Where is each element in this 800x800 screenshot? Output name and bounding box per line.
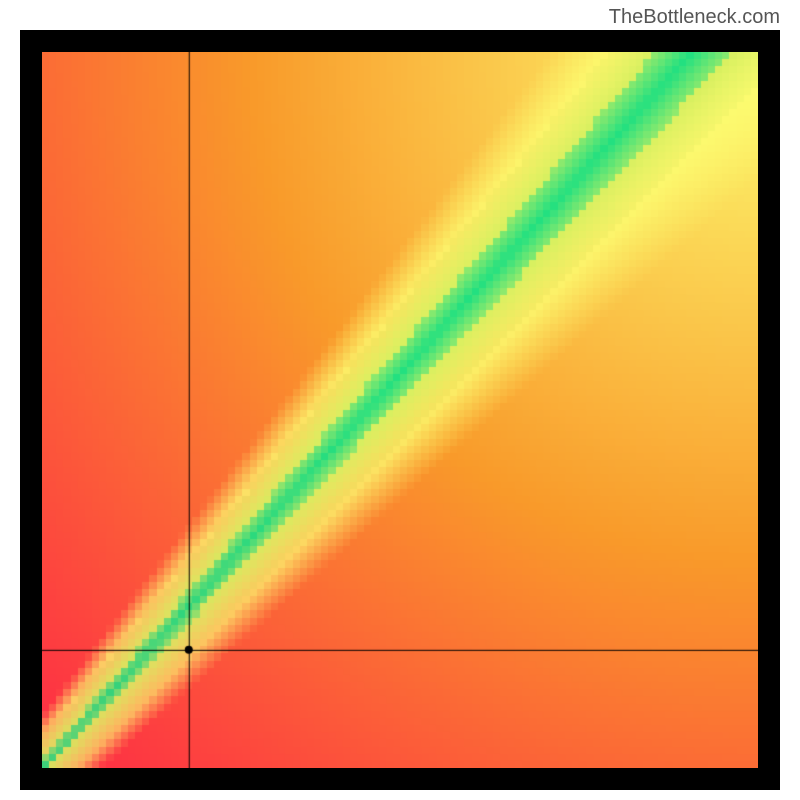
watermark-text: TheBottleneck.com [609,6,780,29]
chart-container: TheBottleneck.com [0,0,800,800]
chart-outer-frame [20,30,780,790]
bottleneck-heatmap [42,52,758,768]
